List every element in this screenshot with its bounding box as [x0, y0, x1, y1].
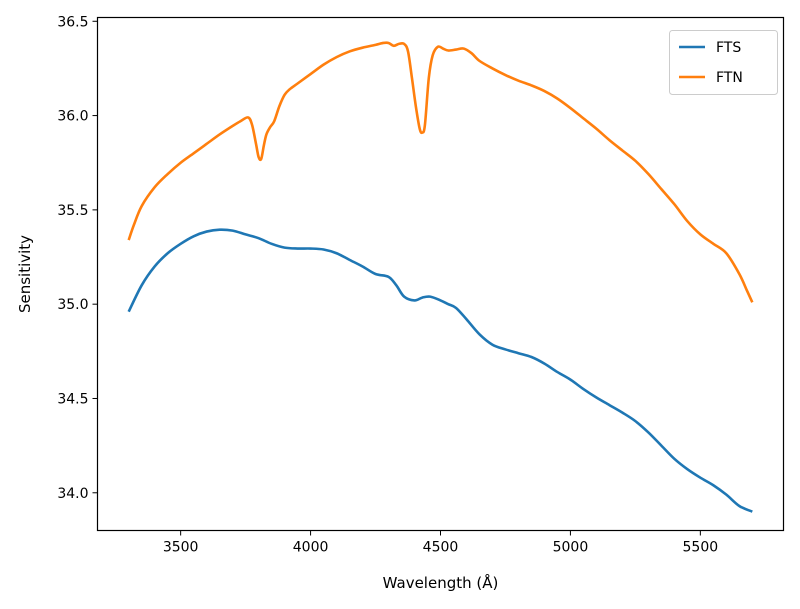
series-line-fts — [127, 228, 753, 513]
legend: FTS FTN — [669, 30, 778, 95]
legend-label-fts: FTS — [716, 40, 741, 56]
x-tick-label: 4500 — [423, 540, 459, 556]
y-tick-label: 34.5 — [57, 391, 88, 407]
x-axis: 3500 4000 4500 5000 5500 — [163, 530, 719, 556]
y-tick-label: 35.5 — [57, 203, 88, 219]
x-tick-label: 4000 — [293, 540, 329, 556]
y-axis-label: Sensitivity — [16, 235, 34, 313]
x-tick-label: 5500 — [683, 540, 719, 556]
y-tick-label: 35.0 — [57, 297, 88, 313]
series-layer — [127, 41, 754, 513]
x-axis-label: Wavelength (Å) — [383, 573, 499, 592]
x-tick-label: 5000 — [553, 540, 589, 556]
legend-label-ftn: FTN — [716, 70, 743, 86]
y-tick-label: 36.0 — [57, 109, 88, 125]
series-line-ftn — [127, 41, 754, 303]
y-axis: 34.0 34.5 35.0 35.5 36.0 36.5 — [57, 14, 98, 502]
y-tick-label: 34.0 — [57, 486, 88, 502]
x-tick-label: 3500 — [163, 540, 199, 556]
y-tick-label: 36.5 — [57, 14, 88, 30]
